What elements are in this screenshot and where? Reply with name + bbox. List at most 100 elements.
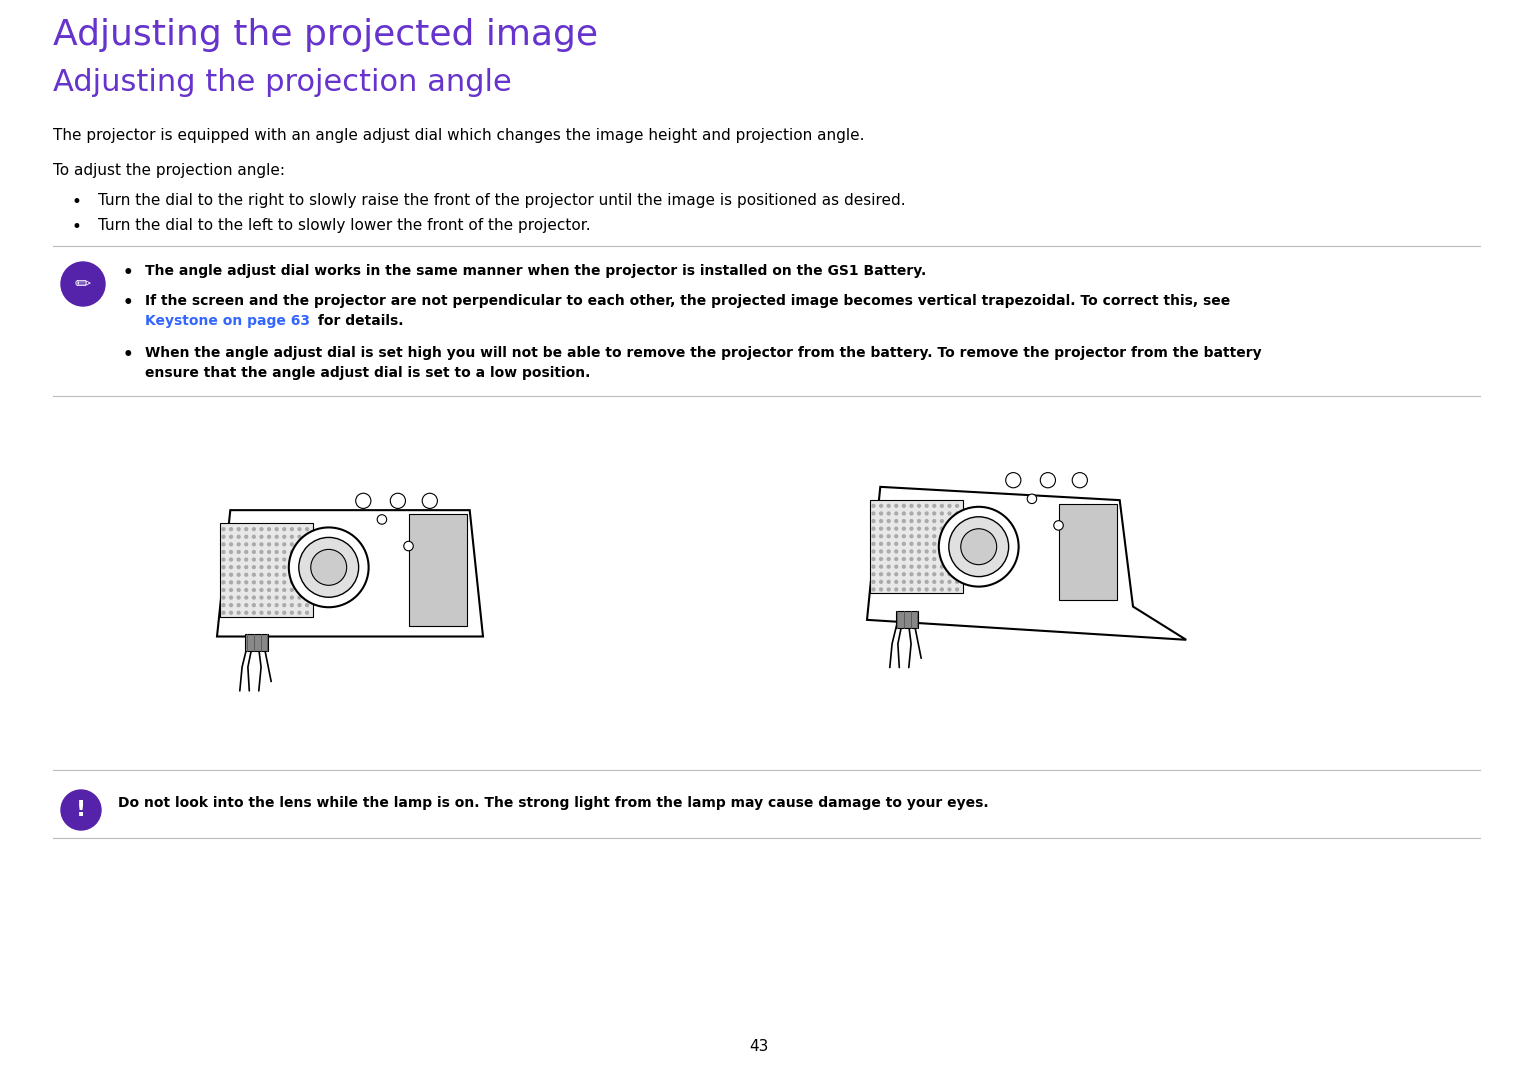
Circle shape (305, 597, 308, 599)
Circle shape (1072, 472, 1087, 487)
Circle shape (305, 604, 308, 606)
Circle shape (934, 551, 935, 553)
Circle shape (305, 573, 308, 576)
Circle shape (282, 543, 285, 546)
Circle shape (879, 573, 882, 576)
Circle shape (298, 580, 301, 584)
Circle shape (260, 543, 263, 546)
Circle shape (949, 520, 950, 523)
Circle shape (887, 512, 890, 515)
Circle shape (879, 520, 882, 523)
Circle shape (918, 512, 920, 515)
Circle shape (222, 573, 225, 576)
Circle shape (909, 542, 912, 545)
Circle shape (252, 611, 255, 615)
Text: •: • (123, 294, 134, 312)
Circle shape (244, 536, 247, 538)
Circle shape (282, 589, 285, 591)
Circle shape (926, 534, 927, 538)
Circle shape (275, 528, 278, 530)
Circle shape (941, 505, 943, 508)
Circle shape (941, 527, 943, 530)
Circle shape (252, 551, 255, 554)
Circle shape (879, 512, 882, 515)
Circle shape (894, 573, 897, 576)
Circle shape (918, 580, 920, 584)
Circle shape (879, 566, 882, 568)
Circle shape (941, 520, 943, 523)
Circle shape (902, 551, 905, 553)
Circle shape (290, 528, 293, 530)
Circle shape (887, 558, 890, 560)
Text: •: • (71, 218, 80, 236)
Circle shape (956, 551, 958, 553)
Circle shape (290, 543, 293, 546)
Circle shape (244, 566, 247, 569)
Circle shape (290, 558, 293, 561)
Text: If the screen and the projector are not perpendicular to each other, the project: If the screen and the projector are not … (146, 294, 1236, 308)
Circle shape (244, 558, 247, 561)
Circle shape (909, 558, 912, 560)
Circle shape (252, 589, 255, 591)
Text: Turn the dial to the right to slowly raise the front of the projector until the : Turn the dial to the right to slowly rai… (99, 193, 906, 208)
Circle shape (887, 573, 890, 576)
Circle shape (282, 597, 285, 599)
Circle shape (244, 580, 247, 584)
Circle shape (871, 573, 874, 576)
Circle shape (902, 527, 905, 530)
Bar (896, 610, 918, 628)
Circle shape (252, 573, 255, 576)
Circle shape (244, 604, 247, 606)
Circle shape (887, 534, 890, 538)
Circle shape (894, 551, 897, 553)
Circle shape (305, 589, 308, 591)
Circle shape (887, 551, 890, 553)
Circle shape (926, 512, 927, 515)
Polygon shape (867, 486, 1186, 640)
Circle shape (941, 580, 943, 584)
Circle shape (926, 527, 927, 530)
Circle shape (237, 543, 240, 546)
Circle shape (260, 566, 263, 569)
Circle shape (252, 566, 255, 569)
Circle shape (894, 520, 897, 523)
Circle shape (909, 520, 912, 523)
Circle shape (909, 505, 912, 508)
Circle shape (260, 589, 263, 591)
Circle shape (260, 597, 263, 599)
Circle shape (879, 534, 882, 538)
Circle shape (941, 566, 943, 568)
Circle shape (298, 551, 301, 554)
Circle shape (244, 543, 247, 546)
Circle shape (1028, 494, 1037, 503)
Circle shape (894, 566, 897, 568)
Circle shape (229, 566, 232, 569)
Circle shape (934, 520, 935, 523)
Circle shape (887, 566, 890, 568)
Circle shape (909, 588, 912, 591)
Circle shape (894, 534, 897, 538)
Circle shape (229, 604, 232, 606)
Text: The angle adjust dial works in the same manner when the projector is installed o: The angle adjust dial works in the same … (146, 264, 926, 278)
Circle shape (299, 538, 358, 598)
Circle shape (871, 551, 874, 553)
Circle shape (941, 534, 943, 538)
Circle shape (290, 551, 293, 554)
Circle shape (941, 588, 943, 591)
Circle shape (918, 588, 920, 591)
Text: Adjusting the projection angle: Adjusting the projection angle (53, 68, 512, 97)
Circle shape (237, 611, 240, 615)
Circle shape (290, 573, 293, 576)
Circle shape (871, 505, 874, 508)
Circle shape (956, 527, 958, 530)
Circle shape (949, 566, 950, 568)
Text: •: • (123, 264, 134, 282)
Circle shape (229, 536, 232, 538)
Circle shape (237, 528, 240, 530)
Circle shape (267, 566, 270, 569)
Circle shape (260, 611, 263, 615)
Circle shape (918, 505, 920, 508)
Circle shape (918, 566, 920, 568)
Circle shape (949, 558, 950, 560)
Circle shape (871, 566, 874, 568)
